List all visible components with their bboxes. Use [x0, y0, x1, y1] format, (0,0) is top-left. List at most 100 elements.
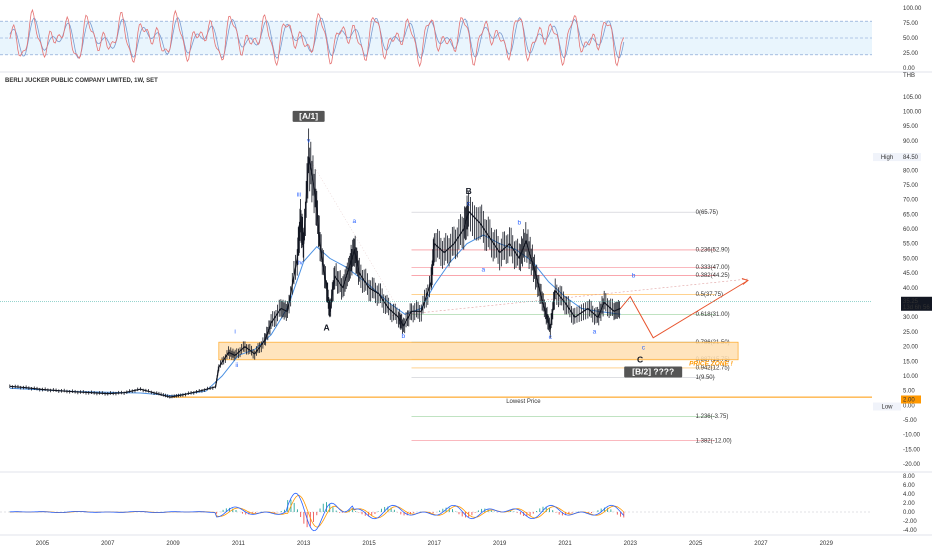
projection-arrowhead [741, 277, 749, 285]
wave-guide-line [308, 156, 404, 318]
macd-signal-line [9, 494, 625, 528]
wave-sublabel: b [632, 273, 636, 280]
x-tick-label: 2029 [820, 541, 834, 547]
y-tick-label: 60.00 [903, 227, 919, 233]
x-tick-label: 2027 [754, 541, 768, 547]
main-price-pane: 0(65.75) 0.236(52.90) 0.333(47.00) 0.382(44… [0, 110, 872, 444]
low-marker-label: Low [881, 404, 893, 410]
y-tick-label: 65.00 [903, 212, 919, 218]
wave-sublabel: ii [235, 362, 238, 369]
projection-path [620, 280, 749, 339]
oscillator-tick-label: 50.00 [903, 36, 919, 42]
high-value-label: 84.50 [903, 155, 919, 161]
low-value-label: 2.00 [903, 397, 915, 403]
wave-sublabel: b [517, 220, 521, 227]
oscillator-tick-label: 100.00 [903, 6, 922, 12]
oscillator-k-line [9, 8, 625, 68]
last-price-countdown: 13d 6h 56 [903, 305, 930, 311]
y-tick-label: 95.00 [903, 124, 919, 130]
y-tick-label: 40.00 [903, 286, 919, 292]
y-tick-label: 25.00 [903, 330, 919, 336]
y-tick-label: 70.00 [903, 198, 919, 204]
y-tick-label: 100.00 [903, 110, 922, 116]
x-tick-label: 2017 [428, 541, 442, 547]
fib-level-label: 0.333(47.00) [696, 265, 730, 271]
oscillator-bottom-pane: -4.00 -2.00 0.00 2.00 4.00 6.00 8.00 [0, 474, 917, 534]
last-price-value: 35.25 [903, 299, 919, 305]
y-tick-label: 20.00 [903, 345, 919, 351]
fib-level-label: 0(65.75) [696, 210, 718, 216]
wave-sublabel: v [307, 137, 311, 144]
y-tick-label: 10.00 [903, 374, 919, 380]
wave-sublabel: c [467, 201, 471, 208]
y-tick-label: 30.00 [903, 315, 919, 321]
y-tick-label: -5.00 [903, 418, 917, 424]
wave-sublabel: a [593, 328, 597, 335]
wave-sublabel: a [482, 267, 486, 274]
currency-label: THB [903, 73, 915, 79]
fib-level-label: 0.5(37.75) [696, 292, 723, 298]
x-tick-label: 2013 [297, 541, 311, 547]
lowest-price-label: Lowest Price [506, 399, 541, 405]
wave-sublabel: c [642, 345, 646, 352]
last-price-tag [901, 296, 932, 311]
x-tick-label: 2015 [362, 541, 376, 547]
y-tick-label: 5.00 [903, 389, 915, 395]
wave-label-box [624, 366, 683, 378]
x-tick-label: 2021 [558, 541, 572, 547]
y-tick-label: 75.00 [903, 183, 919, 189]
fib-level-label: 0.618(31.00) [696, 312, 730, 318]
x-tick-label: 2011 [232, 541, 246, 547]
wave-sublabel: c [549, 334, 553, 341]
macd-tick-label: 4.00 [903, 492, 915, 498]
oscillator-tick-label: 25.00 [903, 51, 919, 57]
macd-tick-label: 8.00 [903, 474, 915, 480]
fib-level-label: 0.942(12.75) [696, 366, 730, 372]
wave-sublabel: i [234, 328, 235, 335]
y-tick-label: 0.00 [903, 403, 915, 409]
y-tick-label: 90.00 [903, 139, 919, 145]
axes: -20.00 -15.00 -10.00 -5.00 0.00 5.00 10.00 15.0… [0, 71, 932, 547]
macd-tick-label: 0.00 [903, 510, 915, 516]
x-tick-label: 2009 [166, 541, 180, 547]
fib-level-label: 1(9.50) [696, 375, 715, 381]
x-tick-label: 2007 [101, 541, 115, 547]
wave-label-box [292, 110, 325, 122]
macd-tick-label: 6.00 [903, 483, 915, 489]
fib-level-label: 1.236(-3.75) [696, 414, 729, 420]
y-tick-label: 45.00 [903, 271, 919, 277]
high-value-tag [901, 153, 921, 162]
y-tick-label: -20.00 [903, 462, 921, 468]
oscillator-tick-label: 75.00 [903, 21, 919, 27]
y-tick-label: -15.00 [903, 447, 921, 453]
y-tick-label: 105.00 [903, 95, 922, 101]
wave-label: A [324, 322, 330, 332]
x-tick-label: 2005 [36, 541, 50, 547]
y-tick-label: 15.00 [903, 359, 919, 365]
x-tick-label: 2023 [624, 541, 638, 547]
oscillator-tick-label: 0.00 [903, 66, 915, 72]
high-marker-label: High [881, 155, 893, 161]
wave-label-text: [A/1] [299, 111, 318, 121]
fib-level-label: 1.382(-12.00) [696, 438, 732, 444]
fib-level-label: 0.236(52.90) [696, 248, 730, 254]
y-tick-label: 50.00 [903, 256, 919, 262]
wave-sublabel: b [402, 333, 406, 340]
macd-tick-label: -2.00 [903, 519, 917, 525]
low-value-tag [901, 395, 921, 404]
wave-sublabel: iv [298, 259, 303, 266]
fib-level-label: 0.382(44.25) [696, 273, 730, 279]
wave-sublabel: a [353, 218, 357, 225]
price-zone-box [218, 341, 739, 361]
y-tick-label: 55.00 [903, 242, 919, 248]
macd-line [9, 492, 625, 532]
y-tick-label: 80.00 [903, 168, 919, 174]
y-tick-label: -10.00 [903, 433, 921, 439]
macd-tick-label: 2.00 [903, 501, 915, 507]
x-tick-label: 2019 [493, 541, 507, 547]
price-zone-label: PRICE ZONE ! [689, 360, 734, 367]
oscillator-top-pane: 0.00 25.00 50.00 75.00 100.00 [0, 6, 922, 72]
wave-label: C [637, 355, 643, 365]
